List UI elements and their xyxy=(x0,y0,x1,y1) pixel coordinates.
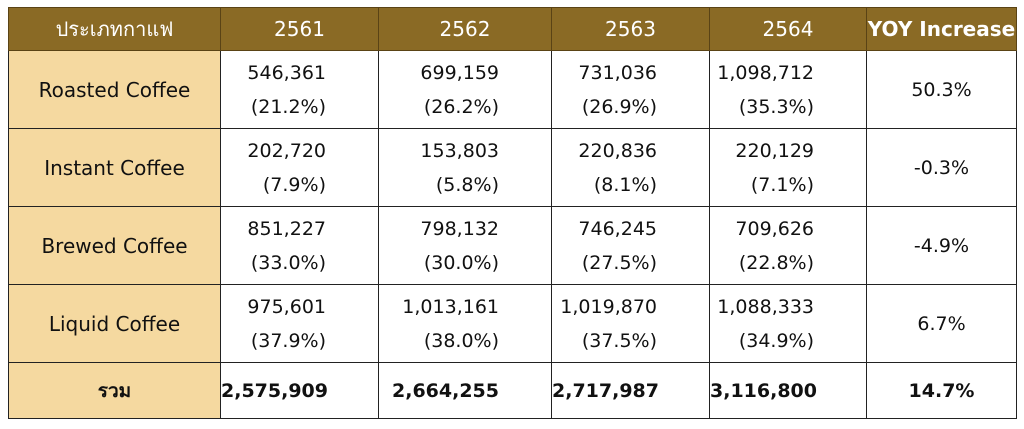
cell-value: 975,601 xyxy=(247,295,326,318)
yoy-cell: 6.7% xyxy=(866,284,1017,363)
cell-percent: (38.0%) xyxy=(423,329,499,352)
cell-percent: (5.8%) xyxy=(435,173,499,196)
header-year-2564: 2564 xyxy=(709,7,867,51)
table-row: Liquid Coffee 975,601 (37.9%) 1,013,161 (3… xyxy=(8,284,1017,363)
total-yoy: 14.7% xyxy=(866,362,1017,419)
table-row: Roasted Coffee 546,361 (21.2%) 699,159 (26… xyxy=(8,50,1017,129)
cell-value: 153,803 xyxy=(420,139,499,162)
cell-value: 731,036 xyxy=(578,61,657,84)
cell-percent: (7.1%) xyxy=(750,173,814,196)
value-cell: 1,019,870 (37.5%) xyxy=(551,284,710,363)
cell-percent: (37.5%) xyxy=(581,329,657,352)
row-label: Liquid Coffee xyxy=(8,284,221,363)
value-cell: 709,626 (22.8%) xyxy=(709,206,867,285)
cell-value: 746,245 xyxy=(578,217,657,240)
value-cell: 546,361 (21.2%) xyxy=(220,50,379,129)
total-value-2564: 3,116,800 xyxy=(709,362,867,419)
cell-value: 699,159 xyxy=(420,61,499,84)
yoy-cell: -4.9% xyxy=(866,206,1017,285)
table-row: Brewed Coffee 851,227 (33.0%) 798,132 (30.… xyxy=(8,206,1017,285)
cell-value: 709,626 xyxy=(735,217,814,240)
cell-value: 1,098,712 xyxy=(717,61,814,84)
value-cell: 851,227 (33.0%) xyxy=(220,206,379,285)
value-cell: 746,245 (27.5%) xyxy=(551,206,710,285)
total-value-2562: 2,664,255 xyxy=(378,362,552,419)
cell-percent: (27.5%) xyxy=(581,251,657,274)
row-label: Brewed Coffee xyxy=(8,206,221,285)
cell-value: 1,088,333 xyxy=(717,295,814,318)
cell-value: 1,019,870 xyxy=(560,295,657,318)
value-cell: 1,088,333 (34.9%) xyxy=(709,284,867,363)
value-cell: 731,036 (26.9%) xyxy=(551,50,710,129)
row-label: Roasted Coffee xyxy=(8,50,221,129)
yoy-cell: 50.3% xyxy=(866,50,1017,129)
cell-value: 798,132 xyxy=(420,217,499,240)
total-value-2563: 2,717,987 xyxy=(551,362,710,419)
total-value-2561: 2,575,909 xyxy=(220,362,379,419)
header-yoy-increase: YOY Increase xyxy=(866,7,1017,51)
cell-percent: (37.9%) xyxy=(250,329,326,352)
cell-value: 546,361 xyxy=(247,61,326,84)
cell-percent: (26.9%) xyxy=(581,95,657,118)
cell-percent: (30.0%) xyxy=(423,251,499,274)
header-row: ประเภทกาแฟ 2561 2562 2563 2564 YOY Incre… xyxy=(8,7,1017,51)
header-coffee-type: ประเภทกาแฟ xyxy=(8,7,221,51)
value-cell: 1,098,712 (35.3%) xyxy=(709,50,867,129)
value-cell: 153,803 (5.8%) xyxy=(378,128,552,207)
cell-value: 220,836 xyxy=(578,139,657,162)
coffee-sales-table: ประเภทกาแฟ 2561 2562 2563 2564 YOY Incre… xyxy=(8,7,1017,419)
cell-percent: (21.2%) xyxy=(250,95,326,118)
row-label: Instant Coffee xyxy=(8,128,221,207)
cell-value: 851,227 xyxy=(247,217,326,240)
cell-percent: (8.1%) xyxy=(593,173,657,196)
header-year-2563: 2563 xyxy=(551,7,710,51)
cell-percent: (33.0%) xyxy=(250,251,326,274)
value-cell: 220,129 (7.1%) xyxy=(709,128,867,207)
cell-value: 220,129 xyxy=(735,139,814,162)
cell-value: 1,013,161 xyxy=(402,295,499,318)
yoy-cell: -0.3% xyxy=(866,128,1017,207)
cell-value: 202,720 xyxy=(247,139,326,162)
value-cell: 1,013,161 (38.0%) xyxy=(378,284,552,363)
cell-percent: (26.2%) xyxy=(423,95,499,118)
cell-percent: (7.9%) xyxy=(262,173,326,196)
table-row: Instant Coffee 202,720 (7.9%) 153,803 (5.8… xyxy=(8,128,1017,207)
value-cell: 220,836 (8.1%) xyxy=(551,128,710,207)
cell-percent: (35.3%) xyxy=(738,95,814,118)
value-cell: 798,132 (30.0%) xyxy=(378,206,552,285)
value-cell: 202,720 (7.9%) xyxy=(220,128,379,207)
header-year-2561: 2561 xyxy=(220,7,379,51)
cell-percent: (34.9%) xyxy=(738,329,814,352)
header-year-2562: 2562 xyxy=(378,7,552,51)
value-cell: 699,159 (26.2%) xyxy=(378,50,552,129)
cell-percent: (22.8%) xyxy=(738,251,814,274)
value-cell: 975,601 (37.9%) xyxy=(220,284,379,363)
total-label: รวม xyxy=(8,362,221,419)
total-row: รวม 2,575,909 2,664,255 2,717,987 3,116,… xyxy=(8,362,1017,419)
